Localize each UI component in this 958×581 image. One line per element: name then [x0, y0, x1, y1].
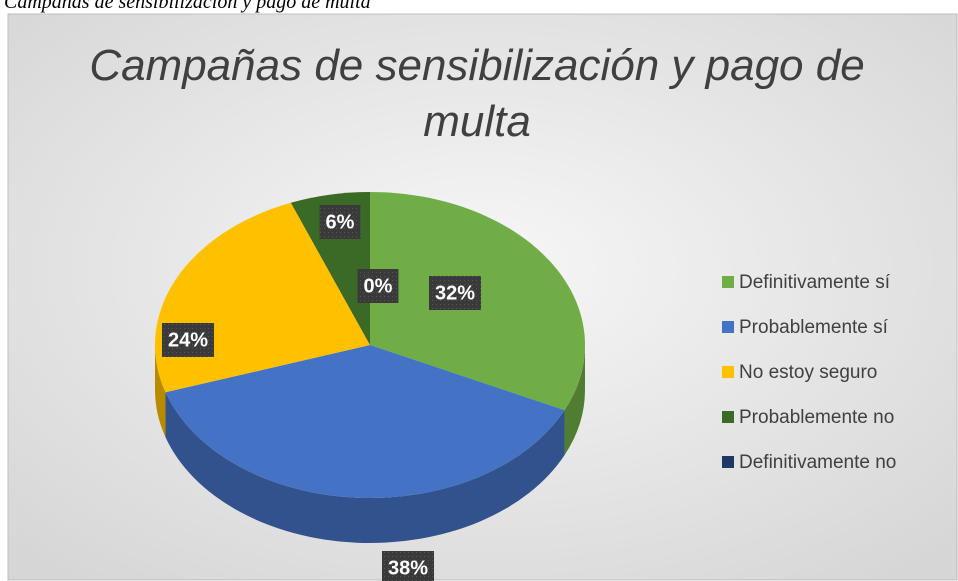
- legend-swatch: [722, 456, 734, 468]
- legend-swatch: [722, 276, 734, 288]
- data-label-box: [428, 276, 482, 310]
- caption: Campañas de sensibilización y pago de mu…: [4, 0, 371, 13]
- data-label-box: [357, 269, 399, 303]
- data-label-box: [381, 551, 435, 581]
- data-label: 6%: [326, 211, 355, 233]
- legend-label: Definitivamente sí: [739, 272, 891, 293]
- legend-label: No estoy seguro: [739, 362, 877, 383]
- data-label-box: [161, 323, 215, 357]
- slice: [165, 345, 565, 499]
- legend-swatch: [722, 321, 734, 333]
- chart-title: Campañas de sensibilización y pago de mu…: [89, 41, 865, 146]
- data-label: 38%: [388, 557, 428, 579]
- legend-swatch: [722, 411, 734, 423]
- slice-side: [165, 392, 565, 543]
- data-label-box: [319, 205, 361, 239]
- slice-side: [155, 345, 166, 438]
- slice-side: [564, 345, 585, 456]
- legend-label: Probablemente no: [739, 407, 894, 428]
- legend: Definitivamente sí Probablemente sí No est…: [722, 272, 896, 473]
- legend-label: Definitivamente no: [739, 452, 896, 473]
- legend-label: Probablemente sí: [739, 317, 889, 338]
- data-labels: 32% 38% 24% 6% 0%: [161, 205, 482, 581]
- pie: [154, 191, 586, 543]
- data-label: 32%: [435, 282, 475, 304]
- legend-swatch: [722, 366, 734, 378]
- data-label: 0%: [364, 275, 393, 297]
- data-label: 24%: [168, 329, 208, 351]
